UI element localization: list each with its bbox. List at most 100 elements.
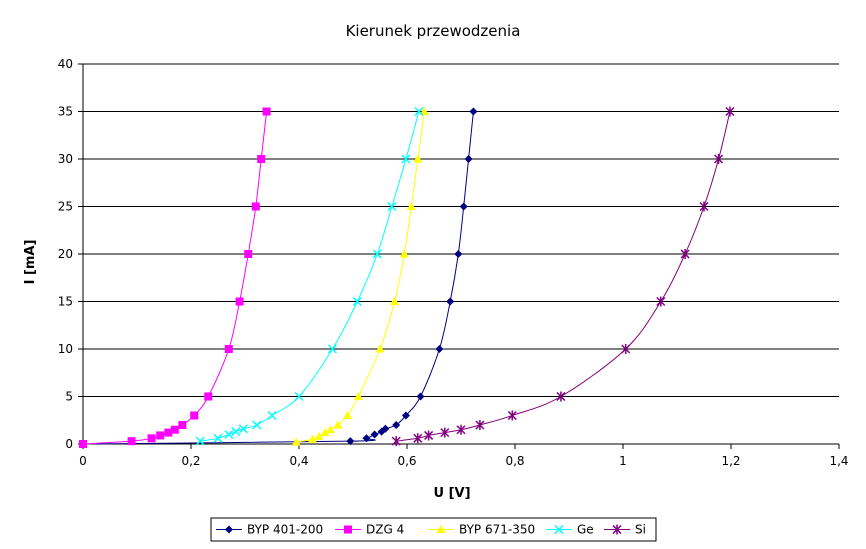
data-point-1-6 bbox=[178, 421, 187, 429]
legend-item-4: Si bbox=[604, 523, 646, 537]
data-point-0-11 bbox=[454, 250, 463, 258]
data-point-4-13 bbox=[725, 106, 735, 117]
legend-item-2: BYP 671-350 bbox=[428, 523, 535, 537]
data-point-4-2 bbox=[424, 430, 434, 441]
x-tick-label-3: 0,6 bbox=[397, 454, 416, 468]
data-point-4-7 bbox=[556, 391, 566, 402]
data-point-1-0 bbox=[79, 440, 87, 448]
x-tick-label-5: 1 bbox=[619, 454, 627, 468]
data-point-1-11 bbox=[244, 250, 253, 258]
data-point-0-12 bbox=[459, 202, 468, 211]
series-2 bbox=[291, 107, 429, 446]
x-tick-label-7: 1,4 bbox=[829, 454, 848, 468]
legend-marker-3 bbox=[554, 524, 564, 535]
y-tick-label-3: 15 bbox=[58, 295, 73, 309]
data-point-3-13 bbox=[414, 106, 424, 117]
series-1 bbox=[79, 107, 271, 448]
y-tick-label-1: 5 bbox=[65, 390, 73, 404]
legend-label-2: BYP 671-350 bbox=[459, 523, 535, 537]
data-point-0-10 bbox=[446, 297, 455, 306]
data-point-4-12 bbox=[714, 154, 724, 164]
x-tick-label-0: 0 bbox=[79, 454, 87, 468]
data-point-3-1 bbox=[213, 433, 223, 443]
data-point-1-1 bbox=[127, 437, 136, 446]
data-point-3-3 bbox=[231, 427, 241, 437]
x-tick-label-6: 1,2 bbox=[721, 454, 740, 468]
data-point-3-5 bbox=[252, 420, 262, 430]
data-point-0-3 bbox=[370, 430, 379, 439]
data-point-2-11 bbox=[406, 202, 416, 210]
data-point-0-1 bbox=[346, 437, 355, 446]
legend-item-3: Ge bbox=[546, 523, 594, 537]
data-point-1-7 bbox=[190, 411, 199, 420]
data-point-2-0 bbox=[291, 437, 301, 446]
series-line-3 bbox=[200, 111, 420, 442]
data-point-3-11 bbox=[387, 201, 397, 212]
legend-label-1: DZG 4 bbox=[366, 523, 404, 537]
y-tick-label-2: 10 bbox=[58, 342, 73, 356]
data-point-3-7 bbox=[294, 391, 304, 402]
data-point-4-1 bbox=[413, 433, 423, 444]
data-point-4-0 bbox=[391, 436, 401, 447]
data-point-0-5 bbox=[381, 424, 390, 433]
data-point-2-5 bbox=[333, 420, 343, 429]
x-tick-label-4: 0,8 bbox=[505, 454, 524, 468]
data-point-3-4 bbox=[238, 424, 248, 434]
data-point-4-9 bbox=[656, 296, 666, 307]
data-point-4-11 bbox=[699, 201, 709, 212]
data-point-0-2 bbox=[362, 434, 371, 443]
data-point-3-12 bbox=[401, 154, 411, 164]
chart-title: Kierunek przewodzenia bbox=[346, 22, 521, 40]
data-point-3-0 bbox=[195, 436, 205, 446]
data-point-4-3 bbox=[440, 427, 450, 438]
data-point-2-3 bbox=[320, 428, 330, 437]
data-point-4-10 bbox=[680, 249, 690, 259]
data-point-0-6 bbox=[392, 421, 401, 429]
data-point-1-9 bbox=[224, 345, 233, 353]
y-axis-label: I [mA] bbox=[23, 240, 38, 285]
data-point-2-4 bbox=[325, 425, 335, 434]
x-tick-label-1: 0,2 bbox=[181, 454, 200, 468]
series-4 bbox=[391, 106, 735, 447]
data-point-3-10 bbox=[372, 249, 382, 259]
data-point-1-8 bbox=[204, 392, 213, 401]
series-3 bbox=[195, 106, 424, 446]
legend: BYP 401-200 DZG 4 BYP 671-350 Ge Si bbox=[210, 517, 657, 542]
data-point-2-7 bbox=[353, 392, 363, 400]
data-point-0-9 bbox=[435, 345, 444, 353]
data-point-2-8 bbox=[375, 344, 385, 353]
series-group bbox=[79, 106, 735, 448]
legend-label-3: Ge bbox=[577, 523, 594, 537]
series-line-1 bbox=[82, 111, 268, 445]
legend-marker-4 bbox=[612, 524, 622, 535]
legend-label-0: BYP 401-200 bbox=[247, 523, 323, 537]
data-point-1-2 bbox=[147, 434, 156, 443]
data-point-0-7 bbox=[401, 411, 410, 420]
data-point-1-13 bbox=[257, 155, 266, 163]
legend-item-1: DZG 4 bbox=[335, 523, 404, 537]
y-tick-label-4: 20 bbox=[58, 247, 73, 261]
y-tick-labels: 0 5 10 15 20 25 30 35 40 bbox=[58, 57, 83, 451]
y-tick-label-0: 0 bbox=[65, 437, 73, 451]
data-point-1-12 bbox=[251, 202, 260, 211]
data-point-2-9 bbox=[390, 297, 400, 305]
legend-marker-1 bbox=[344, 525, 352, 534]
legend-marker-0 bbox=[225, 525, 233, 534]
data-point-1-3 bbox=[156, 431, 165, 440]
x-axis-label: U [V] bbox=[433, 486, 470, 501]
data-point-3-8 bbox=[327, 344, 338, 354]
data-point-2-6 bbox=[343, 411, 353, 419]
data-point-2-10 bbox=[399, 249, 409, 258]
data-point-3-2 bbox=[224, 429, 234, 440]
legend-item-0: BYP 401-200 bbox=[216, 523, 323, 537]
data-point-0-14 bbox=[469, 107, 478, 116]
series-line-4 bbox=[396, 111, 731, 442]
series-line-0 bbox=[82, 111, 474, 445]
data-point-3-6 bbox=[267, 410, 277, 421]
data-point-4-4 bbox=[456, 424, 466, 435]
x-tick-label-2: 0,4 bbox=[289, 454, 308, 468]
data-point-1-5 bbox=[170, 425, 179, 434]
legend-label-4: Si bbox=[635, 523, 646, 537]
data-point-1-4 bbox=[164, 428, 173, 437]
